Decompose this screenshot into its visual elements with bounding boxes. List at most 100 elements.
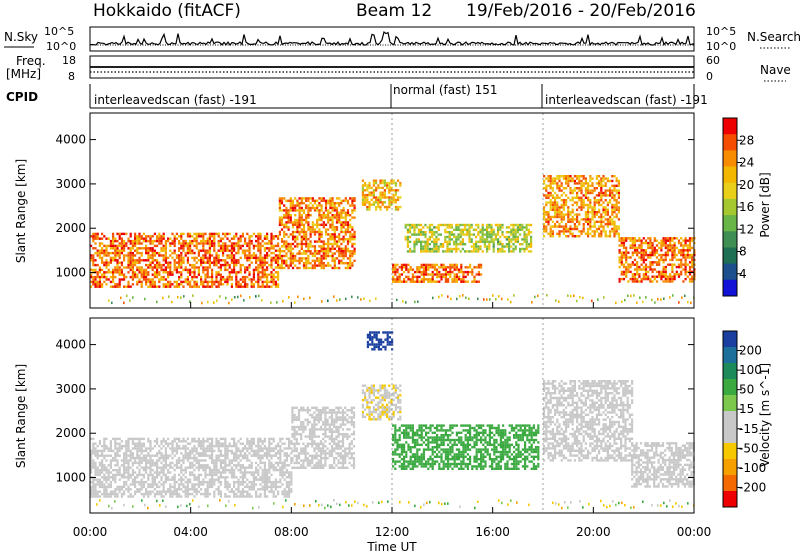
velocity-colorbar-tick-5: -15 <box>739 422 759 436</box>
power-region-7 <box>619 237 696 283</box>
nave-label: Nave <box>760 63 791 77</box>
power-region-2 <box>279 197 356 269</box>
nsky-tick-bottom: 10^0 <box>46 40 76 53</box>
x-tick-2: 08:00 <box>274 525 309 539</box>
velocity-region-3 <box>362 385 402 421</box>
x-tick-6: 00:00 <box>677 525 712 539</box>
power-colorbar-tick-3: 20 <box>739 178 754 192</box>
velocity-y-tick-1000: 1000 <box>55 471 86 485</box>
power-colorbar-swatch-2 <box>723 134 737 151</box>
power-y-tick-4000: 4000 <box>55 133 86 147</box>
freq-label: Freq. <box>16 54 46 68</box>
power-colorbar-tick-7: 4 <box>739 267 747 281</box>
power-colorbar-swatch-10 <box>723 264 737 281</box>
x-tick-3: 12:00 <box>375 525 410 539</box>
power-region-5 <box>405 224 533 253</box>
x-axis-label: Time UT <box>366 540 417 554</box>
nsky-label: N.Sky <box>4 30 38 44</box>
velocity-colorbar-tick-4: 15 <box>739 402 754 416</box>
velocity-colorbar-swatch-2 <box>723 347 737 364</box>
nave-tick-bottom: 0 <box>706 70 713 83</box>
nave-tick-top: 60 <box>706 54 720 67</box>
power-y-label: Slant Range [km] <box>14 159 28 263</box>
nsky-tick-top: 10^5 <box>44 25 74 38</box>
velocity-colorbar-swatch-6 <box>723 411 737 428</box>
power-y-tick-3000: 3000 <box>55 177 86 191</box>
power-colorbar-swatch-5 <box>723 183 737 200</box>
power-region-4 <box>392 264 482 283</box>
freq-panel: Freq. [MHz] 18 8 60 0 Nave <box>6 54 791 83</box>
velocity-colorbar-swatch-3 <box>723 363 737 380</box>
velocity-colorbar-swatch-11 <box>723 491 737 508</box>
power-y-tick-1000: 1000 <box>55 266 86 280</box>
power-colorbar: 28 24 20 16 12 8 4 <box>723 118 754 297</box>
velocity-colorbar-tick-8: -200 <box>739 480 766 494</box>
power-colorbar-swatch-3 <box>723 150 737 167</box>
x-tick-1: 04:00 <box>173 525 208 539</box>
power-region-3 <box>362 180 402 211</box>
date-range-title: 19/Feb/2016 - 20/Feb/2016 <box>466 1 696 21</box>
velocity-y-label: Slant Range [km] <box>14 364 28 468</box>
velocity-colorbar-label: Velocity [m s^-1] <box>758 363 772 467</box>
power-colorbar-swatch-8 <box>723 231 737 248</box>
freq-unit-label: [MHz] <box>6 67 41 81</box>
velocity-colorbar-swatch-8 <box>723 443 737 460</box>
power-region-6 <box>543 175 620 237</box>
power-colorbar-tick-5: 12 <box>739 222 754 236</box>
power-y-tick-2000: 2000 <box>55 221 86 235</box>
freq-tick-bottom: 8 <box>68 70 75 83</box>
nsearch-tick-top: 10^5 <box>706 25 736 38</box>
cpid-row: CPID interleavedscan (fast) -191 normal … <box>6 83 708 108</box>
velocity-data <box>90 318 695 513</box>
velocity-colorbar-tick-1: 200 <box>739 344 762 358</box>
velocity-region-2 <box>291 407 355 469</box>
velocity-region-5 <box>392 424 539 470</box>
velocity-near-range-echoes <box>96 499 695 510</box>
station-title: Hokkaido (fitACF) <box>93 1 241 21</box>
power-colorbar-tick-4: 16 <box>739 200 754 214</box>
freq-tick-top: 18 <box>62 54 76 67</box>
beam-title: Beam 12 <box>356 1 432 21</box>
x-tick-4: 16:00 <box>475 525 510 539</box>
power-colorbar-swatch-11 <box>723 280 737 297</box>
x-tick-5: 20:00 <box>576 525 611 539</box>
velocity-y-tick-3000: 3000 <box>55 382 86 396</box>
cpid-segment-1: interleavedscan (fast) -191 <box>94 93 257 107</box>
velocity-region-1 <box>90 438 292 498</box>
velocity-region-6 <box>543 380 633 462</box>
nsky-panel: N.Sky 10^5 10^0 10^5 10^0 N.Search <box>4 25 800 53</box>
velocity-colorbar-swatch-1 <box>723 331 737 348</box>
velocity-colorbar-swatch-9 <box>723 459 737 476</box>
velocity-colorbar-tick-6: -50 <box>739 441 759 455</box>
power-colorbar-swatch-4 <box>723 167 737 184</box>
power-colorbar-tick-1: 28 <box>739 133 754 147</box>
velocity-region-4 <box>367 331 393 350</box>
power-colorbar-tick-2: 24 <box>739 156 754 170</box>
power-colorbar-label: Power [dB] <box>758 172 772 237</box>
x-tick-0: 00:00 <box>73 525 108 539</box>
power-colorbar-swatch-6 <box>723 199 737 216</box>
velocity-colorbar-tick-3: 50 <box>739 383 754 397</box>
power-colorbar-swatch-1 <box>723 118 737 135</box>
velocity-colorbar-swatch-4 <box>723 379 737 396</box>
power-panel: 1000 2000 3000 4000 Slant Range [km] <box>14 113 696 308</box>
power-near-range-echoes <box>108 294 695 304</box>
power-colorbar-tick-6: 8 <box>739 245 747 259</box>
velocity-colorbar-swatch-7 <box>723 427 737 444</box>
cpid-label: CPID <box>6 90 38 104</box>
velocity-colorbar-swatch-10 <box>723 475 737 492</box>
power-colorbar-swatch-9 <box>723 248 737 265</box>
power-colorbar-swatch-7 <box>723 215 737 232</box>
power-region-1 <box>90 233 279 288</box>
nsearch-label: N.Search <box>747 30 800 44</box>
velocity-y-tick-4000: 4000 <box>55 338 86 352</box>
power-data <box>90 113 696 308</box>
velocity-region-7 <box>631 442 695 488</box>
nsky-trace <box>90 32 694 45</box>
cpid-segment-3: interleavedscan (fast) -191 <box>545 93 708 107</box>
cpid-segment-2: normal (fast) 151 <box>393 83 497 97</box>
velocity-colorbar-swatch-5 <box>723 395 737 412</box>
